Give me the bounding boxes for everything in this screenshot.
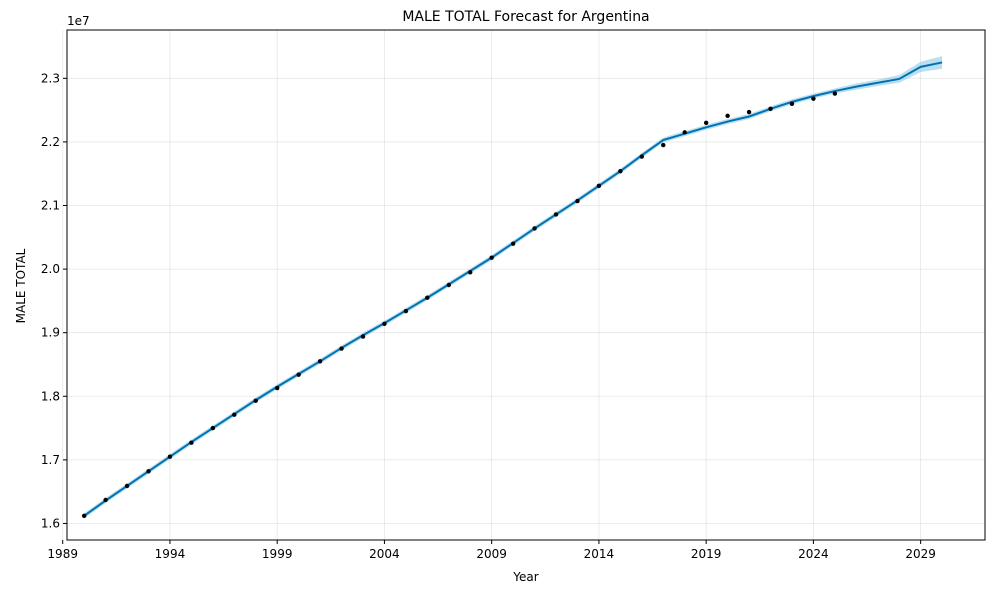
observed-point [275,385,280,391]
observed-point [189,440,194,445]
observed-point [789,101,795,106]
y-tick-label: 1.7 [41,453,60,467]
observed-point [446,282,451,288]
observed-point [725,113,730,119]
observed-point [339,346,344,351]
grid-layer [62,30,985,540]
y-tick-label: 1.6 [41,516,60,530]
observed-point [661,142,666,148]
x-tick-label: 2014 [584,547,615,561]
observed-point [596,183,602,188]
observed-point [403,308,409,314]
observed-point [103,497,108,503]
y-axis-label: MALE TOTAL [14,248,28,323]
x-axis-ticks: 1989 1994 1999 2004 2009 2014 2019 2024 2029 [47,540,936,561]
y-tick-label: 2.3 [41,71,60,85]
observed-point [532,226,537,231]
observed-point [296,372,301,377]
chart-title: MALE TOTAL Forecast for Argentina [402,9,649,25]
observed-point [253,398,258,403]
y-tick-label: 1.9 [41,326,60,340]
y-tick-label: 2.1 [41,199,60,213]
plot-frame [66,29,986,541]
y-tick-label: 2.0 [41,262,60,276]
observed-point [618,168,623,174]
observed-points-layer [81,91,838,519]
y-axis-ticks: 1.6 1.7 1.8 1.9 2.0 2.1 2.2 2.3 [41,71,67,530]
observed-point [703,120,709,126]
observed-point [210,425,216,431]
x-tick-label: 2019 [691,547,722,561]
observed-point [553,212,559,217]
y-axis-offset-label: 1e7 [67,14,90,28]
observed-point [317,359,323,364]
observed-point [768,106,773,112]
x-tick-label: 2004 [369,547,400,561]
observed-point [425,295,430,300]
observed-point [167,454,173,459]
x-tick-label: 1989 [47,547,78,561]
x-tick-label: 2009 [476,547,507,561]
observed-point [832,91,838,96]
x-tick-label: 2024 [798,547,829,561]
observed-point [575,198,580,204]
observed-point [382,321,387,326]
y-tick-label: 1.8 [41,389,60,403]
observed-point [146,469,151,474]
observed-point [682,130,687,135]
x-tick-label: 2029 [905,547,936,561]
observed-point [639,154,645,159]
observed-point [510,241,516,246]
observed-point [124,483,130,489]
observed-point [232,412,237,417]
observed-point [746,109,752,115]
y-tick-label: 2.2 [41,135,60,149]
observed-point [489,255,494,260]
x-tick-label: 1994 [155,547,186,561]
observed-point [360,334,366,339]
observed-point [468,270,473,275]
x-axis-label: Year [512,570,538,584]
observed-point [811,96,816,101]
observed-point [81,513,87,519]
x-tick-label: 1999 [262,547,293,561]
